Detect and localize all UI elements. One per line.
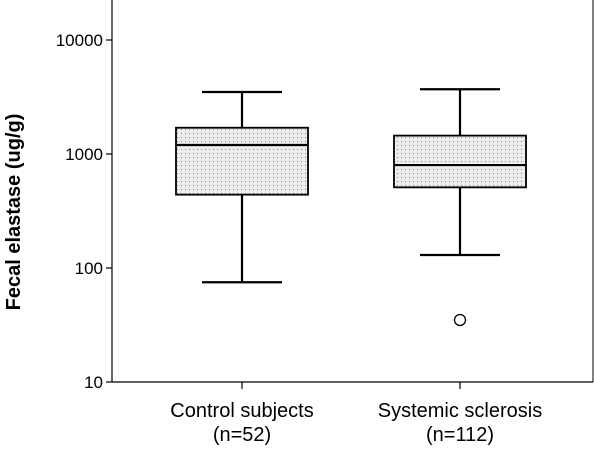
outlier-point	[453, 313, 467, 327]
y-tick-label: 100	[75, 259, 103, 278]
x-category-label: Systemic sclerosis	[378, 400, 542, 422]
y-axis-title: Fecal elastase (ug/g)	[3, 114, 25, 311]
y-tick-label: 10	[84, 373, 103, 392]
x-category-sample-size: (n=112)	[426, 424, 494, 446]
box-group	[393, 88, 527, 327]
y-tick-label: 1000	[65, 145, 103, 164]
iqr-box	[175, 126, 309, 196]
box-group	[175, 90, 309, 284]
y-tick-label: 10000	[56, 31, 103, 50]
x-category-label: Control subjects	[170, 400, 313, 422]
x-category-sample-size: (n=52)	[213, 424, 271, 446]
iqr-box	[393, 134, 527, 189]
